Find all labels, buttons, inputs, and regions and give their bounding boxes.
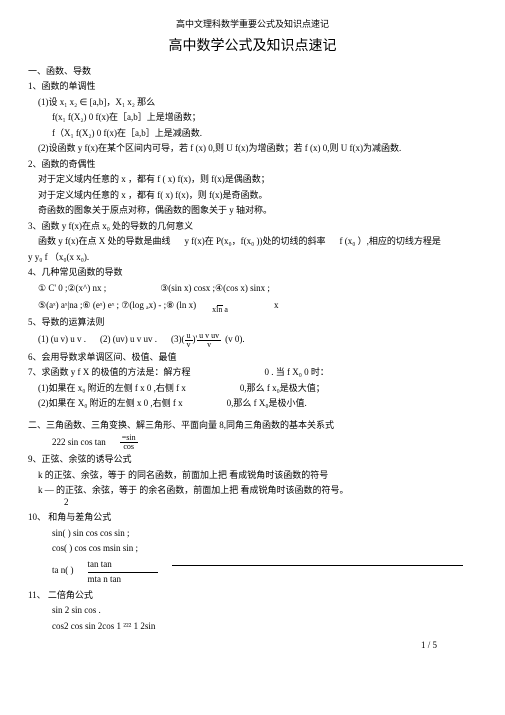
item-1-1a: f(x₁ f(X₂) 0 f(x)在［a,b］上是增函数； xyxy=(28,111,477,125)
item-1: 1、函数的单调性 xyxy=(28,80,477,94)
item-1-1b: f（X₁ f(X₂) 0 f(x)在［a,b］上是减函数. xyxy=(28,127,477,141)
item-5-row: (1) (u v) u v . (2) (uv) u v uv . (3)( u… xyxy=(28,332,477,349)
item-5: 5、导数的运算法则 xyxy=(28,316,477,330)
i4-2c: x xyxy=(274,299,279,313)
frac-uvuv: u v uv v xyxy=(197,332,221,349)
item-1-1: (1)设 x₁ x₂ ∈ [a,b]，X₁ x₂ 那么 xyxy=(28,96,477,110)
item-6: 6、会用导数求单调区间、极值、最值 xyxy=(28,351,477,365)
i7b: 0 . 当 f X₀ 0 时： xyxy=(265,366,329,380)
i10-3-frac-wrap: tan tan mta n tan xyxy=(88,558,158,587)
item-11: 11、 二倍角公式 xyxy=(28,589,477,603)
i5-3-pre: (3)( xyxy=(171,333,185,347)
i7-2b: 0,那么 f X₀是极小值. xyxy=(227,397,307,411)
hr-line xyxy=(172,564,464,566)
i7a: 7、求函数 y f X 的极值的方法是：解方程 xyxy=(28,366,191,380)
i3-1c: f (x₀ ）,相应的切线方程是 xyxy=(340,235,441,249)
item-10: 10、 和角与差角公式 xyxy=(28,511,477,525)
frac-xlna: xln a xyxy=(210,297,230,314)
item-2-1: 对于定义域内任意的 x ，都有 f ( x) f(x)，则 f(x)是偶函数； xyxy=(28,173,477,187)
item-9: 9、正弦、余弦的诱导公式 xyxy=(28,453,477,467)
i3-1a: 函数 y f(x)在点 X 处的导数是曲线 xyxy=(38,235,171,249)
item-2-3: 奇函数的图象关于原点对称，偶函数的图象关于 y 轴对称。 xyxy=(28,204,477,218)
item-4-row1: ① C' 0 ;②(x^) nx ; ③(sin x) cosx ;④(cos … xyxy=(28,282,477,296)
item-1-2: (2)设函数 y f(x)在某个区间内可导，若 f (x) 0,则 U f(x)… xyxy=(28,142,477,156)
i10-3pre: ta n( ) xyxy=(52,564,74,578)
i5-3-end: (v 0). xyxy=(225,333,245,347)
page-footer: 1 / 5 xyxy=(28,639,477,653)
i7-2a: (2)如果在 X₀ 附近的左侧 x 0 ,右侧 f x xyxy=(38,397,183,411)
i9-2a: k — 的正弦、余弦，等于 的余名函数，前面加上把 看成锐角时该函数的符号。 xyxy=(38,485,349,495)
item-7-1: (1)如果在 x₀ 附近的左侧 f x 0 ,右侧 f x 0,那么 f x₀是… xyxy=(28,382,477,396)
frac-sincos: =sin cos xyxy=(120,434,138,451)
i9-2pre: 2 xyxy=(28,496,477,510)
section-1-head: 一、函数、导数 xyxy=(28,65,477,79)
item-10-3: ta n( ) tan tan mta n tan xyxy=(28,558,477,587)
item-7-2: (2)如果在 X₀ 附近的左侧 x 0 ,右侧 f x 0,那么 f X₀是极小… xyxy=(28,397,477,411)
i7-1a: (1)如果在 x₀ 附近的左侧 f x 0 ,右侧 f x xyxy=(38,382,186,396)
i3-1b: y f(x)在 P(x₀，f(x₀ ))处的切线的斜率 xyxy=(185,235,326,249)
item-9-1: k 的正弦、余弦，等于 的同名函数，前面加上把 看成锐角时该函数的符号 xyxy=(28,469,477,483)
frac-den-xlna: xln a xyxy=(210,306,230,314)
item-10-2: cos( ) cos cos msin sin ; xyxy=(28,542,477,556)
section-2-head: 二、三角函数、三角变换、解三角形、平面向量 8,同角三角函数的基本关系式 xyxy=(28,419,477,433)
item-4: 4、几种常见函数的导数 xyxy=(28,266,477,280)
item-10-1: sin( ) sin cos cos sin ; xyxy=(28,527,477,541)
header-title: 高中数学公式及知识点速记 xyxy=(28,36,477,57)
i4-1b: ③(sin x) cosx ;④(cos x) sinx ; xyxy=(160,282,270,296)
item-3-2: y y₀ f （x₀(x x₀). xyxy=(28,251,477,265)
i10-3den: mta n tan xyxy=(88,573,158,587)
item-3: 3、函数 y f(x)在点 x₀ 处的导数的几何意义 xyxy=(28,220,477,234)
frac-uv: u v xyxy=(185,332,193,349)
frac-v: v xyxy=(185,341,193,349)
i5-3: (3)( u v )' u v uv v (v 0). xyxy=(171,332,245,349)
frac-cos: cos xyxy=(121,443,136,451)
frac-uvuv-den: v xyxy=(205,341,213,349)
item-2-2: 对于定义域内任意的 x ，都有 f( x) f(x)，则 f(x)是奇函数。 xyxy=(28,189,477,203)
header-small: 高中文理科数学重要公式及知识点速记 xyxy=(28,18,477,32)
i4-2a: ⑤(aˣ) aˣ|na ;⑥ (eˣ) eˣ ; ⑦(log ₐx) - ;⑧ … xyxy=(38,299,196,313)
item-7: 7、求函数 y f X 的极值的方法是：解方程 0 . 当 f X₀ 0 时： xyxy=(28,366,477,380)
i7-1b: 0,那么 f x₀是极大值； xyxy=(240,382,325,396)
item-4-row2: ⑤(aˣ) aˣ|na ;⑥ (eˣ) eˣ ; ⑦(log ₐx) - ;⑧ … xyxy=(28,297,477,314)
document-page: 高中文理科数学重要公式及知识点速记 高中数学公式及知识点速记 一、函数、导数 1… xyxy=(0,0,505,663)
item-2: 2、函数的奇偶性 xyxy=(28,158,477,172)
i10-3num: tan tan xyxy=(88,558,158,574)
sec2-row: 222 sin cos tan =sin cos xyxy=(28,434,477,451)
i5-1: (1) (u v) u v . xyxy=(38,333,86,347)
item-11-1: sin 2 sin cos . xyxy=(28,604,477,618)
i4-1a: ① C' 0 ;②(x^) nx ; xyxy=(38,282,106,296)
item-3-1: 函数 y f(x)在点 X 处的导数是曲线 y f(x)在 P(x₀，f(x₀ … xyxy=(28,235,477,249)
i5-2: (2) (uv) u v uv . xyxy=(100,333,157,347)
sec2-pre: 222 sin cos tan xyxy=(52,436,106,450)
item-11-2: cos2 cos sin 2cos 1 ²²² 1 2sin xyxy=(28,620,477,634)
